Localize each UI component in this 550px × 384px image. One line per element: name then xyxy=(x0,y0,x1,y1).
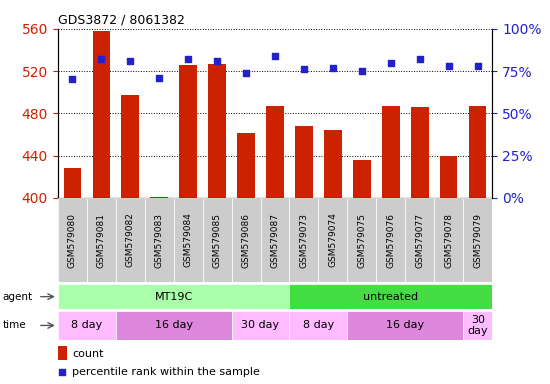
Text: GSM579085: GSM579085 xyxy=(212,212,222,268)
Bar xyxy=(463,311,492,340)
Bar xyxy=(58,284,289,309)
Bar xyxy=(116,198,145,282)
Text: GSM579086: GSM579086 xyxy=(241,212,251,268)
Bar xyxy=(405,198,434,282)
Point xyxy=(68,76,76,83)
Text: time: time xyxy=(3,320,26,331)
Bar xyxy=(58,198,87,282)
Bar xyxy=(208,64,225,198)
Bar xyxy=(440,156,458,198)
Text: 8 day: 8 day xyxy=(71,320,102,331)
Bar xyxy=(376,198,405,282)
Point xyxy=(300,66,309,73)
Text: GSM579083: GSM579083 xyxy=(155,212,164,268)
Bar xyxy=(174,198,202,282)
Point xyxy=(271,53,279,59)
Bar xyxy=(348,311,463,340)
Bar xyxy=(261,198,289,282)
Text: GSM579079: GSM579079 xyxy=(473,212,482,268)
Bar xyxy=(122,95,139,198)
Text: 16 day: 16 day xyxy=(386,320,425,331)
Text: GSM579073: GSM579073 xyxy=(299,212,309,268)
Point xyxy=(444,63,453,69)
Text: GSM579077: GSM579077 xyxy=(415,212,425,268)
Text: GSM579074: GSM579074 xyxy=(328,213,338,267)
Text: MT19C: MT19C xyxy=(155,291,192,302)
Text: GSM579084: GSM579084 xyxy=(184,213,192,267)
Text: GSM579087: GSM579087 xyxy=(271,212,279,268)
Bar xyxy=(92,31,110,198)
Text: GSM579080: GSM579080 xyxy=(68,212,77,268)
Text: count: count xyxy=(72,349,103,359)
Text: GSM579076: GSM579076 xyxy=(386,212,395,268)
Bar xyxy=(434,198,463,282)
Point xyxy=(358,68,366,74)
Bar xyxy=(266,106,284,198)
Bar xyxy=(87,198,116,282)
Point xyxy=(328,65,337,71)
Bar xyxy=(324,130,342,198)
Bar xyxy=(353,160,371,198)
Bar xyxy=(58,311,116,340)
Point xyxy=(155,75,163,81)
Bar xyxy=(469,106,486,198)
Point xyxy=(126,58,135,64)
Text: 8 day: 8 day xyxy=(303,320,334,331)
Bar xyxy=(179,65,197,198)
Bar xyxy=(64,168,81,198)
Bar xyxy=(411,107,428,198)
Text: GSM579081: GSM579081 xyxy=(97,212,106,268)
Point xyxy=(415,56,424,62)
Bar xyxy=(151,197,168,198)
Text: agent: agent xyxy=(3,291,33,302)
Point xyxy=(241,70,250,76)
Text: GSM579082: GSM579082 xyxy=(125,213,135,267)
Text: GDS3872 / 8061382: GDS3872 / 8061382 xyxy=(58,13,185,26)
Bar xyxy=(348,198,376,282)
Bar xyxy=(463,198,492,282)
Text: GSM579078: GSM579078 xyxy=(444,212,453,268)
Point xyxy=(474,63,482,69)
Bar xyxy=(289,284,492,309)
Bar xyxy=(318,198,348,282)
Bar xyxy=(295,126,312,198)
Bar xyxy=(58,346,67,360)
Bar xyxy=(238,133,255,198)
Text: GSM579075: GSM579075 xyxy=(358,212,366,268)
Bar xyxy=(289,198,318,282)
Point xyxy=(97,56,106,62)
Bar xyxy=(116,311,232,340)
Bar xyxy=(202,198,232,282)
Text: untreated: untreated xyxy=(364,291,419,302)
Bar xyxy=(289,311,348,340)
Bar xyxy=(232,311,289,340)
Point xyxy=(58,369,67,375)
Text: 30 day: 30 day xyxy=(241,320,279,331)
Text: 30
day: 30 day xyxy=(468,314,488,336)
Point xyxy=(184,56,192,62)
Text: percentile rank within the sample: percentile rank within the sample xyxy=(72,367,260,377)
Bar xyxy=(382,106,399,198)
Point xyxy=(213,58,222,64)
Bar xyxy=(145,198,174,282)
Text: 16 day: 16 day xyxy=(155,320,192,331)
Point xyxy=(387,60,395,66)
Bar xyxy=(232,198,261,282)
